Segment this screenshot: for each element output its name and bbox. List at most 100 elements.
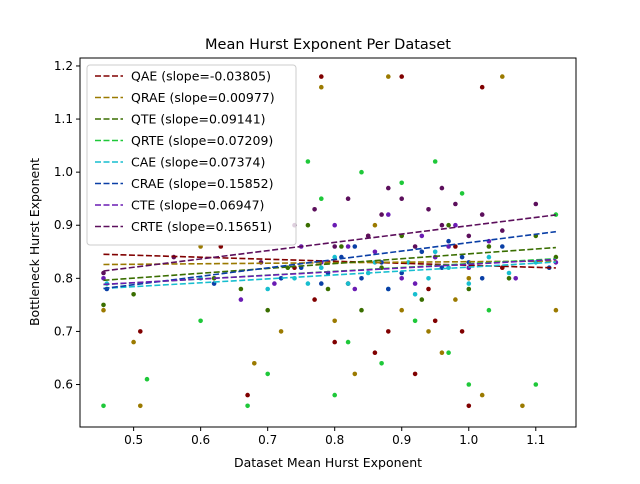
- data-point: [278, 329, 284, 334]
- data-point: [412, 318, 418, 324]
- data-point: [399, 180, 405, 186]
- data-point: [305, 222, 311, 228]
- data-point: [238, 297, 244, 302]
- data-point: [272, 281, 277, 286]
- data-point: [479, 276, 485, 281]
- data-point: [198, 318, 203, 324]
- data-point: [439, 222, 445, 228]
- data-point: [486, 244, 492, 249]
- y-tick-label: 0.7: [54, 324, 73, 338]
- data-point: [345, 281, 351, 286]
- legend: QAE (slope=-0.03805) QRAE (slope=0.00977)…: [86, 64, 297, 246]
- data-point: [453, 244, 458, 249]
- data-point: [432, 249, 438, 255]
- data-point: [238, 286, 244, 292]
- data-point: [466, 286, 472, 292]
- data-point: [386, 286, 391, 292]
- data-point: [426, 286, 431, 292]
- data-point: [101, 270, 106, 276]
- data-point: [379, 361, 384, 366]
- data-point: [319, 196, 324, 201]
- data-point: [332, 222, 338, 228]
- data-point: [459, 254, 465, 260]
- legend-label: QTE (slope=0.09141): [131, 112, 266, 127]
- trend-line: [103, 230, 556, 290]
- y-tick-label: 0.8: [54, 271, 73, 285]
- data-point: [479, 84, 485, 90]
- data-point: [345, 244, 351, 249]
- data-point: [101, 302, 106, 308]
- y-tick-label: 1.1: [54, 112, 73, 126]
- trend-line: [103, 258, 556, 286]
- trend-line: [103, 214, 556, 272]
- data-point: [466, 276, 472, 281]
- data-point: [372, 222, 378, 228]
- data-point: [252, 361, 257, 366]
- x-tick-label: 0.9: [392, 433, 411, 447]
- data-point: [466, 281, 472, 286]
- x-tick-label: 0.5: [124, 433, 143, 447]
- chart-title: Mean Hurst Exponent Per Dataset: [205, 37, 451, 53]
- data-point: [312, 207, 317, 212]
- data-point: [305, 159, 311, 164]
- data-point: [305, 281, 311, 286]
- y-tick-label: 0.6: [54, 378, 73, 392]
- trend-line: [103, 261, 556, 290]
- data-point: [138, 403, 143, 409]
- data-point: [386, 185, 391, 191]
- axes-layer: 0.5 0.6 0.7 0.8 0.9 1.0 1.1 0.6 0.7 0.8 0.9 1.0 1.1 1…: [54, 57, 577, 447]
- data-point: [278, 276, 284, 281]
- data-point: [131, 339, 136, 345]
- data-point: [319, 74, 324, 79]
- data-point: [332, 339, 338, 345]
- data-point: [459, 191, 465, 196]
- data-point: [412, 244, 418, 249]
- x-axis-label: Dataset Mean Hurst Exponent: [234, 455, 422, 470]
- data-point: [399, 196, 405, 201]
- y-tick-label: 0.9: [54, 218, 73, 232]
- data-point: [339, 244, 344, 249]
- data-point: [446, 222, 451, 228]
- data-point: [553, 307, 559, 313]
- data-point: [386, 74, 391, 79]
- data-point: [138, 329, 143, 334]
- data-point: [319, 265, 324, 271]
- data-point: [352, 286, 358, 292]
- data-point: [101, 307, 106, 313]
- data-point: [245, 392, 250, 398]
- legend-label: CRAE (slope=0.15852): [131, 176, 274, 191]
- data-point: [345, 196, 351, 201]
- legend-label: QAE (slope=-0.03805): [131, 69, 271, 84]
- data-point: [131, 292, 136, 297]
- x-tick-label: 0.7: [258, 433, 277, 447]
- data-point: [426, 207, 431, 212]
- data-point: [101, 403, 106, 409]
- data-point: [399, 276, 405, 281]
- data-point: [446, 238, 451, 244]
- data-point: [466, 382, 472, 387]
- data-point: [386, 212, 391, 217]
- data-point: [506, 270, 512, 276]
- data-point: [372, 249, 378, 255]
- data-point: [432, 318, 438, 324]
- data-point: [359, 276, 364, 281]
- y-tick-label: 1.0: [54, 165, 73, 179]
- data-point: [332, 254, 338, 260]
- data-point: [386, 329, 391, 334]
- data-point: [265, 286, 271, 292]
- data-point: [500, 74, 505, 79]
- x-tick-label: 0.6: [191, 433, 210, 447]
- data-point: [486, 307, 492, 313]
- data-point: [486, 254, 492, 260]
- data-point: [459, 329, 465, 334]
- data-point: [412, 371, 418, 377]
- data-point: [453, 297, 458, 302]
- data-point: [379, 212, 384, 217]
- data-point: [325, 286, 331, 292]
- data-point: [479, 212, 485, 217]
- data-point: [412, 281, 418, 286]
- legend-label: CAE (slope=0.07374): [131, 155, 265, 170]
- data-point: [312, 297, 317, 302]
- data-point: [399, 307, 405, 313]
